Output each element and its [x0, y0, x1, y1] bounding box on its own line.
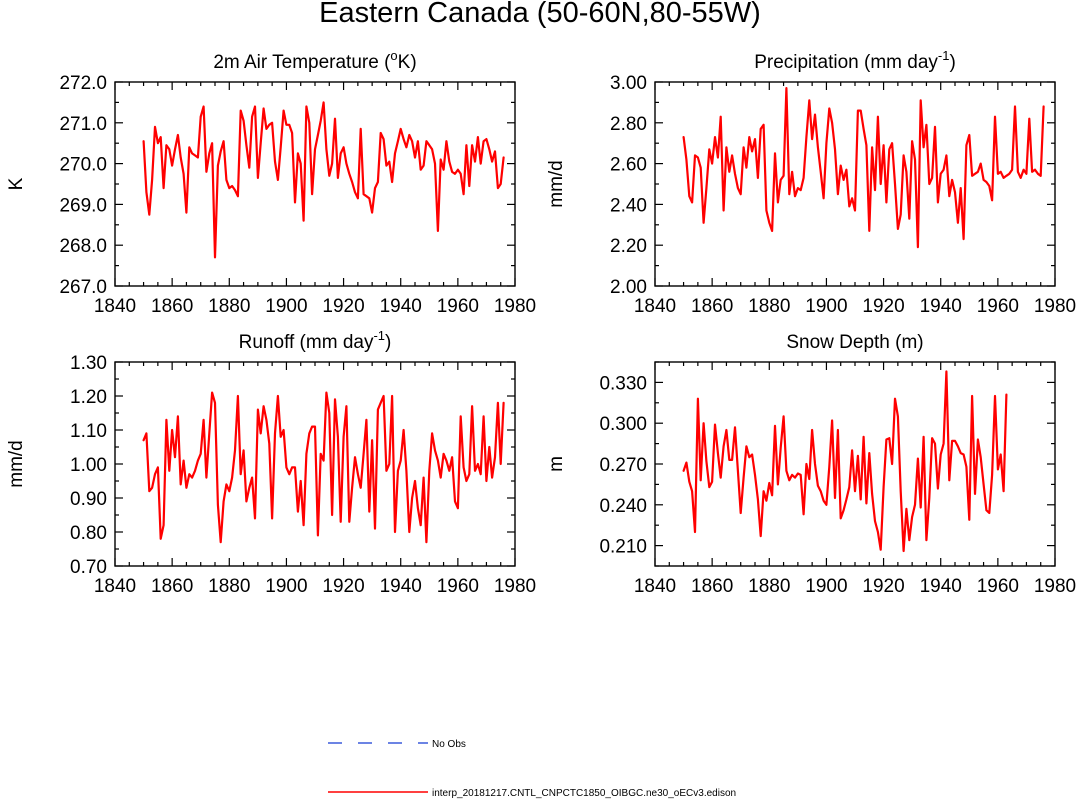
xtick-label: 1900	[265, 576, 307, 597]
xtick-label: 1880	[208, 296, 250, 317]
ytick-label: 272.0	[59, 73, 107, 94]
ytick-label: 0.300	[599, 414, 647, 435]
ytick-label: 271.0	[59, 114, 107, 135]
xtick-label: 1940	[920, 296, 962, 317]
ytick-label: 3.00	[610, 73, 647, 94]
xtick-label: 1960	[437, 296, 479, 317]
xtick-label: 1900	[805, 296, 847, 317]
xtick-label: 1920	[862, 576, 904, 597]
panel-snow-depth: Snow Depth (m) m 1840 1860 1880 1900 1920 1940 1…	[546, 332, 1076, 597]
ytick-label: 2.20	[610, 236, 647, 257]
series-line-runoff	[142, 391, 505, 544]
legend: No Obs interp_20181217.CNTL_CNPCTC1850_O…	[328, 739, 736, 799]
series-line-snow-depth	[682, 370, 1008, 553]
xtick-label: 1940	[380, 296, 422, 317]
xtick-label: 1860	[691, 296, 733, 317]
xtick-label: 1880	[748, 576, 790, 597]
ytick-label: 1.20	[70, 387, 107, 408]
series-line-air-temperature	[142, 101, 505, 259]
series-line-precipitation	[682, 86, 1045, 249]
xtick-label: 1860	[691, 576, 733, 597]
ytick-label: 0.210	[599, 537, 647, 558]
xtick-label: 1940	[920, 576, 962, 597]
xtick-label: 1840	[634, 296, 676, 317]
plot-frame	[654, 361, 1056, 567]
ytick-label: 0.270	[599, 455, 647, 476]
panel-title-air-temperature: 2m Air Temperature (oK)	[213, 48, 416, 73]
xtick-label: 1980	[494, 576, 536, 597]
panel-air-temperature: 2m Air Temperature (oK) K 1840 1860 1880 1900…	[6, 48, 536, 317]
xtick-label: 1980	[1034, 576, 1076, 597]
xtick-label: 1880	[748, 296, 790, 317]
ytick-label: 0.70	[70, 557, 107, 578]
xtick-label: 1840	[634, 576, 676, 597]
xtick-label: 1920	[322, 576, 364, 597]
ytick-label: 1.30	[70, 353, 107, 374]
ytick-label: 0.80	[70, 523, 107, 544]
xtick-label: 1960	[977, 576, 1019, 597]
panel-precipitation: Precipitation (mm day-1) mm/d 1840 1860 1880…	[546, 48, 1076, 317]
legend-label-no-obs: No Obs	[432, 739, 466, 750]
panel-title-precipitation: Precipitation (mm day-1)	[754, 48, 956, 73]
ylabel-air-temperature: K	[6, 177, 27, 190]
xtick-label: 1860	[151, 296, 193, 317]
xtick-label: 1980	[494, 296, 536, 317]
xtick-label: 1960	[977, 296, 1019, 317]
legend-label-model: interp_20181217.CNTL_CNPCTC1850_OIBGC.ne…	[432, 788, 736, 799]
xtick-label: 1920	[322, 296, 364, 317]
plot-frame	[114, 361, 516, 567]
ytick-label: 1.10	[70, 421, 107, 442]
ytick-label: 0.240	[599, 496, 647, 517]
xtick-label: 1920	[862, 296, 904, 317]
xtick-label: 1860	[151, 576, 193, 597]
panel-title-snow-depth: Snow Depth (m)	[786, 332, 923, 353]
ytick-label: 1.00	[70, 455, 107, 476]
ytick-label: 2.60	[610, 155, 647, 176]
plot-frame	[114, 81, 516, 287]
ylabel-runoff: mm/d	[6, 440, 27, 488]
xtick-label: 1900	[805, 576, 847, 597]
panel-runoff: Runoff (mm day-1) mm/d 1840 1860 1880 1900 192…	[6, 328, 536, 597]
xtick-label: 1940	[380, 576, 422, 597]
xtick-label: 1840	[94, 576, 136, 597]
xtick-label: 1900	[265, 296, 307, 317]
ylabel-precipitation: mm/d	[546, 160, 567, 208]
ytick-label: 2.40	[610, 195, 647, 216]
ytick-label: 268.0	[59, 236, 107, 257]
main-title: Eastern Canada (50-60N,80-55W)	[319, 0, 761, 29]
ylabel-snow-depth: m	[546, 456, 567, 472]
ytick-label: 0.90	[70, 489, 107, 510]
ytick-label: 2.00	[610, 277, 647, 298]
xtick-label: 1880	[208, 576, 250, 597]
ytick-label: 0.330	[599, 373, 647, 394]
xtick-label: 1980	[1034, 296, 1076, 317]
panel-title-runoff: Runoff (mm day-1)	[239, 328, 392, 353]
plot-frame	[654, 81, 1056, 287]
xtick-label: 1840	[94, 296, 136, 317]
ytick-label: 270.0	[59, 155, 107, 176]
ytick-label: 2.80	[610, 114, 647, 135]
ytick-label: 269.0	[59, 195, 107, 216]
ytick-label: 267.0	[59, 277, 107, 298]
xtick-label: 1960	[437, 576, 479, 597]
